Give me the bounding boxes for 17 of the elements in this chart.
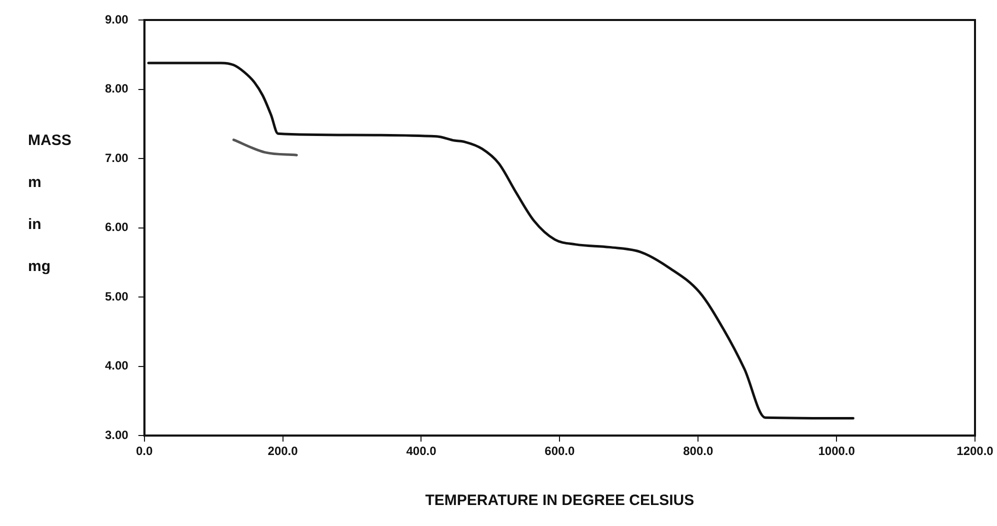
line-series xyxy=(147,62,854,420)
x-tick-label: 800.0 xyxy=(683,444,714,458)
x-tick-label: 0.0 xyxy=(136,444,154,458)
text: MASS m in mg xyxy=(28,132,72,275)
x-tick-label: 200.0 xyxy=(268,444,298,458)
x-tick-label: 1000.0 xyxy=(818,444,856,458)
x-tick-label: 400.0 xyxy=(406,444,437,458)
y-tick-label: 9.00 xyxy=(104,12,129,26)
y-tick-label: 7.00 xyxy=(104,150,129,165)
y-tick-label: 4.00 xyxy=(104,358,129,373)
x-tick-label: 600.0 xyxy=(544,444,576,458)
y-tick-label: 8.00 xyxy=(104,82,129,96)
x-tick-label: 1200.0 xyxy=(956,444,994,458)
x-axis-title: TEMPERATURE IN DEGREE CELSIUS xyxy=(425,492,694,510)
y-tick-label: 3.00 xyxy=(104,428,129,442)
y-tick-label: 5.00 xyxy=(104,289,129,304)
y-tick-label: 6.00 xyxy=(104,220,129,234)
